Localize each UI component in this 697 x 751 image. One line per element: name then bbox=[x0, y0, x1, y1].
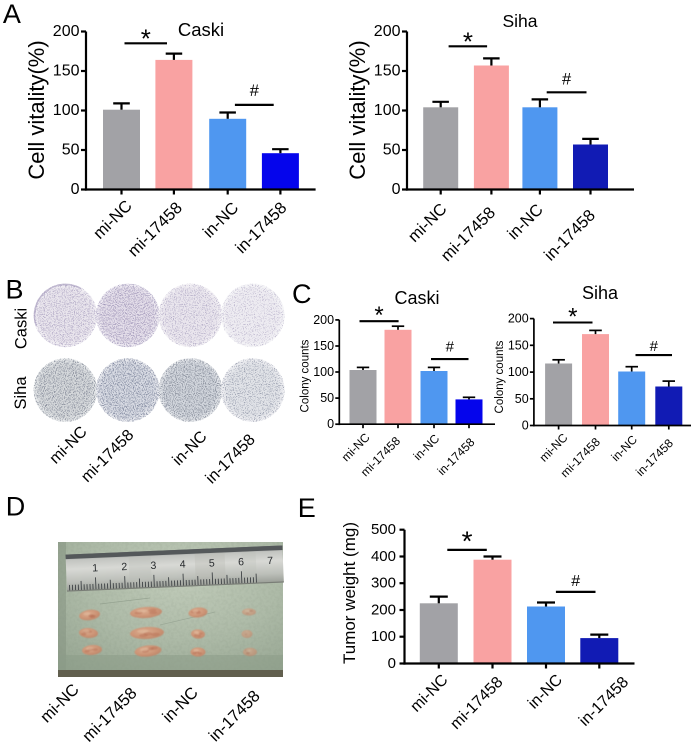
svg-text:0: 0 bbox=[327, 417, 334, 431]
svg-text:0: 0 bbox=[71, 181, 80, 198]
svg-text:#: # bbox=[562, 71, 572, 89]
svg-text:C: C bbox=[292, 279, 312, 309]
svg-text:Siha: Siha bbox=[12, 376, 30, 410]
svg-text:50: 50 bbox=[383, 142, 401, 159]
svg-text:#: # bbox=[571, 573, 580, 590]
svg-text:50: 50 bbox=[320, 391, 334, 405]
svg-text:300: 300 bbox=[371, 575, 396, 592]
svg-text:150: 150 bbox=[508, 338, 529, 352]
svg-text:*: * bbox=[568, 304, 577, 331]
svg-text:500: 500 bbox=[371, 521, 396, 538]
svg-text:Tumor weight (mg): Tumor weight (mg) bbox=[340, 522, 359, 664]
svg-text:Caski: Caski bbox=[178, 19, 224, 40]
svg-text:A: A bbox=[3, 0, 21, 29]
svg-text:100: 100 bbox=[374, 102, 401, 119]
svg-text:D: D bbox=[6, 492, 26, 522]
svg-text:E: E bbox=[298, 493, 316, 523]
svg-text:0: 0 bbox=[392, 181, 401, 198]
svg-text:100: 100 bbox=[53, 102, 80, 119]
svg-text:3: 3 bbox=[150, 560, 156, 572]
svg-text:1: 1 bbox=[92, 562, 98, 574]
svg-text:100: 100 bbox=[371, 628, 396, 645]
svg-text:100: 100 bbox=[508, 365, 529, 379]
svg-text:0: 0 bbox=[388, 655, 396, 672]
svg-text:B: B bbox=[6, 275, 24, 305]
svg-text:150: 150 bbox=[53, 63, 80, 80]
svg-text:*: * bbox=[374, 302, 383, 329]
svg-text:4: 4 bbox=[179, 559, 185, 571]
svg-text:Colony counts: Colony counts bbox=[300, 339, 312, 412]
svg-text:2: 2 bbox=[121, 561, 127, 573]
svg-text:Cell vitality(%): Cell vitality(%) bbox=[345, 40, 370, 179]
svg-text:Siha: Siha bbox=[582, 283, 619, 303]
svg-text:200: 200 bbox=[313, 313, 334, 327]
svg-text:#: # bbox=[250, 82, 260, 100]
svg-text:*: * bbox=[141, 24, 151, 54]
svg-text:200: 200 bbox=[53, 23, 80, 40]
svg-text:0: 0 bbox=[522, 419, 529, 433]
svg-text:400: 400 bbox=[371, 548, 396, 565]
svg-text:200: 200 bbox=[508, 312, 529, 326]
svg-text:150: 150 bbox=[374, 63, 401, 80]
svg-text:6: 6 bbox=[238, 556, 244, 568]
svg-text:Colony counts: Colony counts bbox=[494, 340, 506, 413]
svg-text:200: 200 bbox=[371, 602, 396, 619]
svg-text:100: 100 bbox=[313, 365, 334, 379]
svg-text:7: 7 bbox=[267, 555, 273, 567]
svg-text:50: 50 bbox=[62, 142, 80, 159]
svg-text:Caski: Caski bbox=[394, 288, 439, 308]
svg-text:150: 150 bbox=[313, 339, 334, 353]
svg-text:Caski: Caski bbox=[13, 308, 31, 349]
svg-text:*: * bbox=[463, 27, 473, 57]
svg-text:#: # bbox=[650, 338, 659, 355]
svg-text:200: 200 bbox=[374, 23, 401, 40]
svg-text:5: 5 bbox=[209, 557, 215, 569]
svg-text:50: 50 bbox=[515, 392, 529, 406]
svg-text:Siha: Siha bbox=[502, 11, 537, 31]
svg-text:Cell vitality(%): Cell vitality(%) bbox=[24, 40, 49, 179]
svg-text:#: # bbox=[446, 339, 455, 356]
svg-text:*: * bbox=[462, 525, 473, 556]
